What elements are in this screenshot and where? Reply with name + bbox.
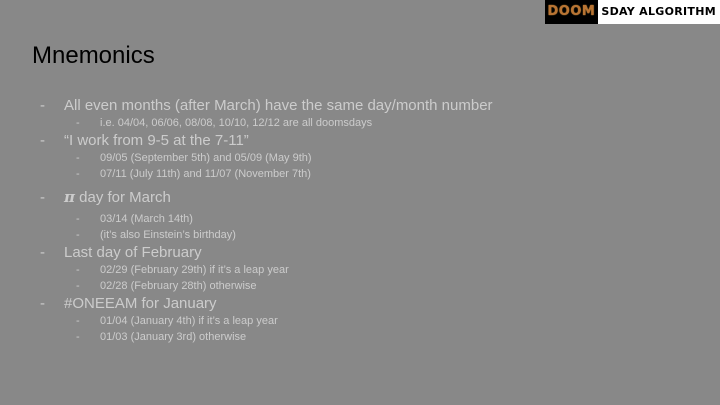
bullet-dash: - [76,280,80,292]
sub-item: - 02/28 (February 28th) otherwise [40,278,680,294]
sub-item-text: 02/29 (February 29th) if it’s a leap yea… [100,264,289,276]
bullet-dash: - [76,264,80,276]
bullet-dash: - [40,97,45,114]
slide-title: Mnemonics [32,42,155,69]
pi-symbol: π [64,188,75,206]
item-text: “I work from 9-5 at the 7-11” [64,132,249,149]
bullet-dash: - [40,189,45,206]
mnemonic-item-january: - #ONEEAM for January - 01/04 (January 4… [40,294,680,345]
logo-algorithm-text: SDAY ALGORITHM [598,0,720,24]
doomsday-algorithm-logo: DOOM SDAY ALGORITHM [544,0,720,24]
item-text-wrapper: π day for March [64,188,171,207]
sub-item: - 01/03 (January 3rd) otherwise [40,329,680,345]
mnemonic-item-february: - Last day of February - 02/29 (February… [40,243,680,294]
mnemonic-item-even-months: - All even months (after March) have the… [40,96,680,131]
sub-item-text: i.e. 04/04, 06/06, 08/08, 10/10, 12/12 a… [100,117,373,129]
sub-item-text: 01/03 (January 3rd) otherwise [100,331,247,343]
item-text: #ONEEAM for January [64,295,217,312]
bullet-dash: - [76,117,80,129]
bullet-dash: - [76,229,80,241]
sub-item: - 07/11 (July 11th) and 11/07 (November … [40,166,680,182]
bullet-dash: - [40,244,45,261]
bullet-dash: - [40,295,45,312]
sub-item-text: 09/05 (September 5th) and 05/09 (May 9th… [100,152,312,164]
bullet-dash: - [76,331,80,343]
bullet-dash: - [76,315,80,327]
sub-item-text: 07/11 (July 11th) and 11/07 (November 7t… [100,168,311,180]
bullet-dash: - [76,152,80,164]
sub-item-text: 01/04 (January 4th) if it’s a leap year [100,315,278,327]
sub-item: - 09/05 (September 5th) and 05/09 (May 9… [40,150,680,166]
sub-item-text: 02/28 (February 28th) otherwise [100,280,257,292]
mnemonic-item-9-5-7-11: - “I work from 9-5 at the 7-11” - 09/05 … [40,131,680,182]
sub-item: - (it’s also Einstein’s birthday) [40,227,680,243]
item-text: day for March [79,189,171,206]
item-text: Last day of February [64,244,202,261]
sub-item: - 02/29 (February 29th) if it’s a leap y… [40,262,680,278]
item-text: All even months (after March) have the s… [64,97,493,114]
sub-item-text: (it’s also Einstein’s birthday) [100,229,236,241]
mnemonic-item-pi-day: - π day for March - 03/14 (March 14th) -… [40,188,680,243]
mnemonic-list: - All even months (after March) have the… [40,96,680,345]
bullet-dash: - [76,168,80,180]
bullet-dash: - [76,213,80,225]
sub-item: - 03/14 (March 14th) [40,211,680,227]
bullet-dash: - [40,132,45,149]
sub-item: - i.e. 04/04, 06/06, 08/08, 10/10, 12/12… [40,115,680,131]
sub-item: - 01/04 (January 4th) if it’s a leap yea… [40,313,680,329]
logo-doom-text: DOOM [544,0,599,24]
sub-item-text: 03/14 (March 14th) [100,213,193,225]
